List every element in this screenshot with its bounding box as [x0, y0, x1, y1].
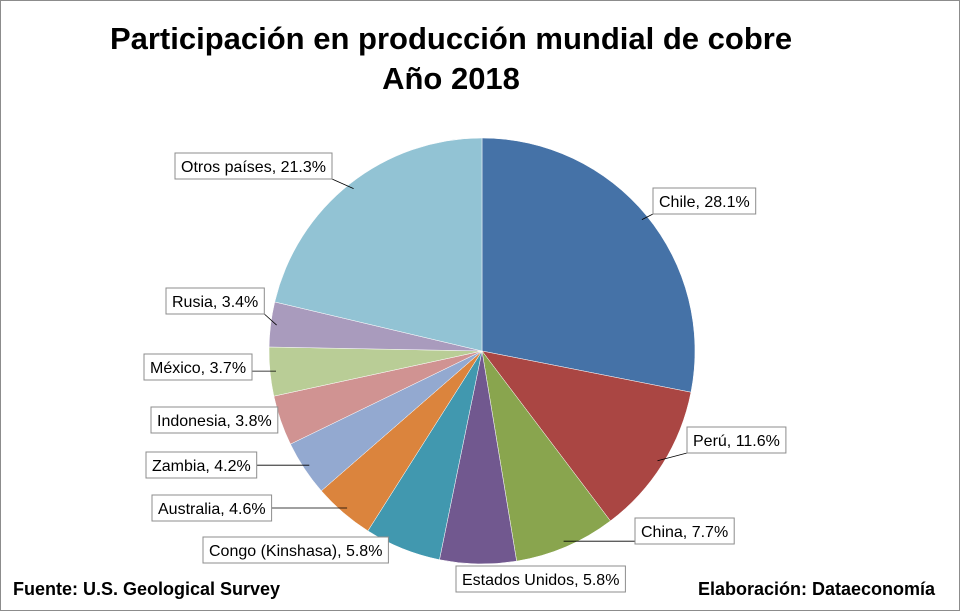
data-labels: Chile, 28.1% Perú, 11.6% China, 7.7% Estado… [143, 152, 787, 593]
pie-slice-peru [481, 350, 692, 522]
data-label-chile: Chile, 28.1% [659, 194, 750, 211]
data-label-box-congo-kinshasa [202, 536, 389, 564]
leader-line-otros-paises [331, 178, 354, 189]
pie-slice-china [481, 350, 611, 562]
pie-slices [268, 137, 696, 565]
data-label-box-chile [652, 187, 757, 215]
data-label-box-indonesia [150, 406, 279, 434]
data-label-box-australia [151, 494, 273, 522]
leader-line-peru [657, 452, 688, 462]
data-label-peru: Perú, 11.6% [693, 433, 780, 450]
chart-title-block: Participación en producción mundial de c… [1, 19, 901, 99]
leader-line-chile [641, 213, 654, 220]
data-label-zambia: Zambia, 4.2% [152, 458, 251, 475]
data-label-box-estados-unidos [455, 565, 626, 593]
data-label-box-china [634, 517, 735, 545]
data-label-box-zambia [145, 451, 258, 479]
data-label-australia: Australia, 4.6% [158, 501, 266, 518]
data-label-box-rusia [165, 287, 265, 315]
pie-slice-otros-paises [274, 137, 483, 352]
label-leader-lines [252, 178, 688, 542]
data-label-box-peru [686, 426, 787, 454]
data-label-otros-paises: Otros países, 21.3% [181, 159, 326, 176]
data-label-indonesia: Indonesia, 3.8% [157, 413, 272, 430]
leader-line-rusia [264, 313, 277, 326]
chart-subtitle: Año 2018 [382, 61, 520, 96]
data-label-box-otros-paises [174, 152, 333, 180]
data-label-mexico: México, 3.7% [150, 360, 246, 377]
credit-note: Elaboración: Dataeconomía [697, 579, 935, 599]
chart-title: Participación en producción mundial de c… [109, 21, 793, 56]
data-label-rusia: Rusia, 3.4% [172, 294, 258, 311]
data-label-estados-unidos: Estados Unidos, 5.8% [462, 572, 619, 589]
pie-slice-chile [481, 137, 696, 393]
data-label-box-mexico [143, 353, 253, 381]
source-note: Fuente: U.S. Geological Survey [13, 579, 281, 599]
data-label-china: China, 7.7% [641, 524, 728, 541]
data-label-congo-kinshasa: Congo (Kinshasa), 5.8% [209, 543, 382, 560]
